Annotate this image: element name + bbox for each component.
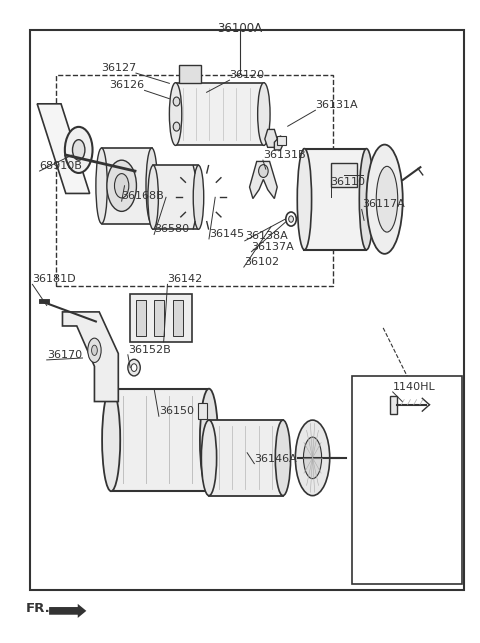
Bar: [176, 83, 264, 145]
Text: 36131B: 36131B: [263, 150, 306, 160]
Text: 36145: 36145: [209, 229, 244, 239]
Ellipse shape: [146, 148, 157, 224]
Ellipse shape: [148, 165, 158, 230]
Circle shape: [259, 165, 268, 177]
Polygon shape: [265, 129, 277, 147]
Text: 36152B: 36152B: [128, 345, 170, 355]
Bar: [199, 403, 207, 419]
Text: 68910B: 68910B: [39, 161, 83, 171]
Text: 36142: 36142: [168, 275, 203, 284]
Text: 36138A: 36138A: [245, 231, 288, 241]
Text: 36127: 36127: [101, 63, 136, 73]
Bar: [153, 165, 199, 230]
Ellipse shape: [295, 420, 330, 496]
Ellipse shape: [102, 389, 120, 491]
FancyArrow shape: [49, 604, 86, 618]
Ellipse shape: [72, 140, 85, 160]
Text: 36580: 36580: [154, 224, 189, 235]
Ellipse shape: [201, 420, 216, 496]
Ellipse shape: [276, 420, 290, 496]
Text: 36110: 36110: [331, 177, 366, 187]
Ellipse shape: [366, 145, 403, 254]
Text: 36131A: 36131A: [315, 100, 358, 110]
Ellipse shape: [360, 149, 373, 249]
Text: 36100A: 36100A: [217, 22, 263, 35]
Text: 36126: 36126: [109, 80, 144, 91]
Polygon shape: [62, 312, 118, 401]
Ellipse shape: [303, 437, 322, 478]
Ellipse shape: [107, 160, 136, 212]
Circle shape: [173, 97, 180, 106]
Text: 36168B: 36168B: [121, 191, 164, 201]
Ellipse shape: [258, 83, 270, 145]
Text: FR.: FR.: [26, 602, 51, 615]
Bar: [30, 30, 464, 590]
Circle shape: [173, 122, 180, 131]
Bar: [56, 75, 333, 286]
Ellipse shape: [96, 148, 108, 224]
Text: 36137A: 36137A: [252, 242, 294, 251]
Bar: [102, 148, 152, 224]
Bar: [277, 136, 286, 145]
Polygon shape: [37, 104, 90, 194]
Text: 36146A: 36146A: [254, 453, 297, 464]
Text: 36120: 36120: [229, 70, 264, 80]
Text: 36181D: 36181D: [33, 275, 76, 284]
Bar: [180, 65, 201, 83]
Ellipse shape: [200, 389, 218, 491]
Bar: [136, 300, 145, 336]
Circle shape: [131, 364, 137, 372]
Ellipse shape: [376, 167, 398, 232]
Bar: [352, 376, 462, 584]
Ellipse shape: [288, 216, 293, 222]
Ellipse shape: [88, 338, 101, 363]
Bar: [111, 389, 209, 491]
Ellipse shape: [115, 174, 129, 198]
Text: 36117A: 36117A: [362, 199, 405, 210]
Polygon shape: [250, 161, 277, 199]
Text: 1140HL: 1140HL: [393, 382, 435, 392]
Ellipse shape: [92, 345, 97, 356]
Bar: [154, 300, 164, 336]
Text: 36170: 36170: [47, 350, 82, 360]
Bar: [331, 163, 357, 187]
Polygon shape: [275, 136, 284, 150]
Ellipse shape: [169, 83, 182, 145]
Text: 36150: 36150: [159, 406, 194, 416]
Bar: [390, 395, 397, 413]
Text: 36102: 36102: [244, 257, 279, 267]
Bar: [209, 420, 283, 496]
Ellipse shape: [65, 127, 93, 173]
Bar: [130, 294, 192, 342]
Ellipse shape: [297, 149, 312, 249]
Ellipse shape: [193, 165, 204, 230]
Bar: [173, 300, 183, 336]
Circle shape: [128, 359, 140, 376]
Bar: [304, 149, 366, 249]
